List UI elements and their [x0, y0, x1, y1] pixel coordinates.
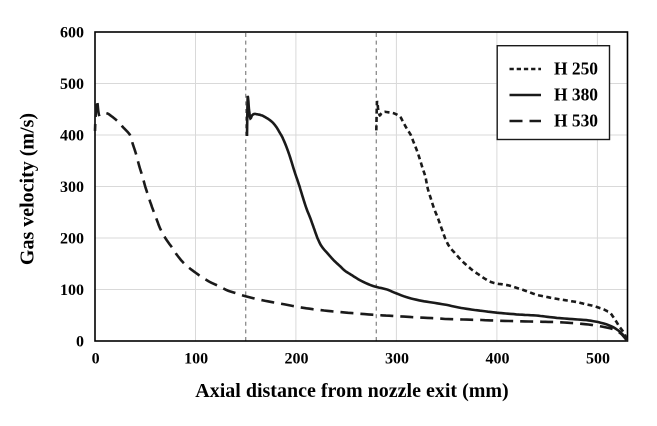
svg-text:500: 500 [586, 351, 610, 368]
svg-text:100: 100 [60, 282, 84, 299]
svg-text:300: 300 [60, 179, 84, 196]
svg-text:0: 0 [76, 334, 84, 351]
svg-text:400: 400 [486, 351, 510, 368]
svg-text:300: 300 [385, 351, 409, 368]
svg-text:H 530: H 530 [554, 111, 598, 131]
svg-text:500: 500 [60, 76, 84, 93]
svg-text:0: 0 [92, 351, 100, 368]
svg-text:Axial distance from nozzle exi: Axial distance from nozzle exit (mm) [195, 380, 508, 402]
svg-text:600: 600 [60, 25, 84, 42]
svg-text:100: 100 [184, 351, 208, 368]
svg-text:H 380: H 380 [554, 85, 598, 105]
svg-text:200: 200 [60, 231, 84, 248]
svg-text:400: 400 [60, 128, 84, 145]
svg-text:200: 200 [285, 351, 309, 368]
svg-text:H 250: H 250 [554, 59, 598, 79]
svg-text:Gas velocity (m/s): Gas velocity (m/s) [17, 113, 39, 265]
